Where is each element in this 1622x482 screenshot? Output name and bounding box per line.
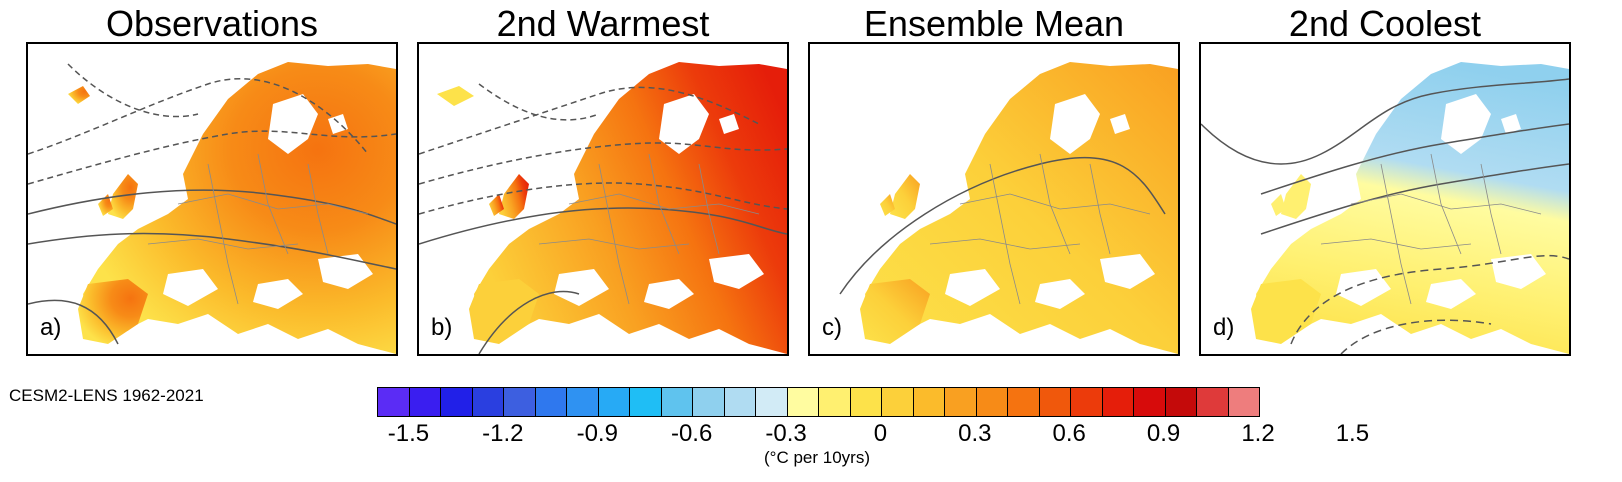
colorbar-swatch — [1008, 388, 1040, 416]
panel-title: 2nd Coolest — [1288, 3, 1482, 44]
sea — [945, 94, 1155, 309]
land-mass — [1251, 62, 1569, 354]
colorbar-swatch — [378, 388, 410, 416]
map-svg — [1201, 62, 1569, 354]
colorbar-units: (°C per 10yrs) — [764, 448, 870, 467]
map-2nd-coolest: d) — [1199, 42, 1571, 356]
borders — [1320, 153, 1542, 305]
panel-observations: Observations — [26, 0, 398, 360]
map-ensemble-mean: c) — [808, 42, 1180, 356]
contours — [419, 83, 787, 354]
colorbar-tick-label: 0.3 — [958, 420, 992, 447]
borders — [147, 153, 369, 305]
colorbar-swatch — [945, 388, 977, 416]
colorbar-swatch — [1228, 388, 1259, 416]
colorbar-swatch — [472, 388, 504, 416]
contours — [839, 156, 1166, 295]
colorbar-swatch — [913, 388, 945, 416]
map-svg — [839, 62, 1178, 354]
map-observations: a) — [26, 42, 398, 356]
colorbar-swatch — [1197, 388, 1229, 416]
land-mass — [860, 62, 1178, 354]
colorbar — [377, 387, 1260, 417]
colorbar-swatch — [976, 388, 1008, 416]
colorbar-swatch — [1165, 388, 1197, 416]
colorbar-tick-label: 0.9 — [1146, 420, 1181, 447]
colorbar-swatch — [693, 388, 725, 416]
land-mass — [68, 62, 396, 354]
colorbar-swatch — [598, 388, 630, 416]
colorbar-swatch — [787, 388, 819, 416]
map-2nd-warmest: b) — [417, 42, 789, 356]
colorbar-swatch — [535, 388, 567, 416]
colorbar-swatch — [504, 388, 536, 416]
panel-ensemble-mean: Ensemble Mean — [808, 0, 1180, 360]
map-svg — [419, 62, 787, 354]
panel-label: a) — [40, 314, 62, 341]
colorbar-swatch — [1039, 388, 1071, 416]
colorbar-tick-label: 0 — [873, 420, 888, 447]
colorbar-swatch — [724, 388, 756, 416]
panel-2nd-warmest: 2nd Warmest — [417, 0, 789, 360]
panel-label: b) — [431, 314, 453, 341]
colorbar-swatch — [850, 388, 882, 416]
colorbar-swatch — [630, 388, 662, 416]
contours — [1201, 78, 1569, 354]
colorbar-swatch — [756, 388, 788, 416]
colorbar-swatch — [1071, 388, 1103, 416]
borders — [538, 153, 760, 305]
colorbar-swatch — [819, 388, 851, 416]
colorbar-swatch — [1102, 388, 1134, 416]
sea — [554, 94, 764, 309]
colorbar-tick-label: -0.9 — [576, 420, 618, 447]
colorbar-swatch — [409, 388, 441, 416]
colorbar-swatch — [882, 388, 914, 416]
colorbar-tick-label: -1.2 — [482, 420, 524, 447]
colorbar-tick-label: -0.6 — [670, 420, 713, 447]
colorbar-tick-label: 0.6 — [1052, 420, 1086, 447]
borders — [929, 153, 1151, 305]
colorbar-swatch — [661, 388, 693, 416]
panel-title: 2nd Warmest — [496, 3, 710, 44]
panel-title: Ensemble Mean — [863, 3, 1125, 44]
colorbar-tick-label: -0.3 — [765, 420, 807, 447]
source-label: CESM2-LENS 1962-2021 — [9, 386, 204, 405]
colorbar-tick-label: -1.5 — [387, 420, 430, 447]
panel-label: d) — [1213, 314, 1235, 341]
colorbar-swatch — [1134, 388, 1166, 416]
sea — [163, 94, 373, 309]
colorbar-tick-label: 1.5 — [1335, 420, 1370, 447]
sea — [1336, 94, 1546, 309]
colorbar-tick-label: 1.2 — [1241, 420, 1275, 447]
map-svg — [28, 62, 396, 354]
panel-label: c) — [822, 314, 842, 341]
panel-2nd-coolest: 2nd Coolest — [1199, 0, 1571, 360]
colorbar-swatch — [567, 388, 599, 416]
colorbar-swatch — [441, 388, 473, 416]
panel-title: Observations — [105, 3, 319, 44]
